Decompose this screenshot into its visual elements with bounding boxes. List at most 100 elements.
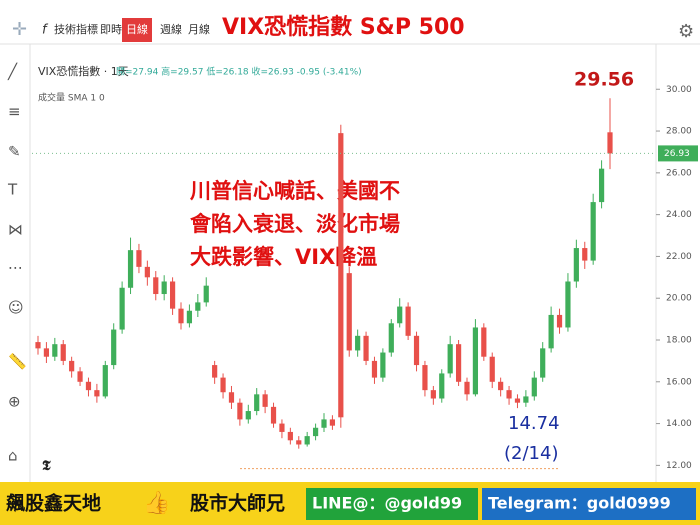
- low-note: 14.74: [508, 413, 560, 434]
- candle-body: [228, 392, 235, 403]
- candle-body: [220, 377, 226, 393]
- candle-body: [556, 314, 563, 328]
- volume-legend: 成交量 SMA 1 0: [38, 92, 105, 104]
- candle-body: [498, 381, 504, 391]
- y-tick-label: 14.00: [666, 419, 692, 429]
- candle-body: [413, 335, 420, 366]
- tool-icon[interactable]: ⋯: [8, 259, 23, 277]
- candle-body: [573, 248, 579, 282]
- candle-body: [598, 168, 605, 203]
- symbol-legend: VIX恐慌指數 · 1天: [38, 64, 129, 78]
- candle-body: [455, 344, 462, 382]
- candle-body: [52, 344, 58, 357]
- high-note: 29.56: [574, 69, 634, 91]
- tool-icon[interactable]: ⌂: [8, 447, 18, 465]
- tool-icon[interactable]: ✎: [8, 143, 21, 161]
- banner-line[interactable]: LINE@：@gold99: [312, 494, 462, 513]
- candle-body: [127, 250, 134, 288]
- candle-body: [161, 281, 167, 295]
- candle-body: [565, 281, 571, 328]
- candle-body: [296, 440, 302, 445]
- candle-body: [245, 411, 251, 420]
- banner-brand: 飆股鑫天地: [6, 492, 101, 515]
- toolbar-item[interactable]: 週線: [160, 22, 182, 36]
- candle-body: [254, 394, 260, 412]
- candle-body: [321, 419, 327, 428]
- toolbar-item[interactable]: 技術指標: [54, 22, 98, 36]
- toolbar-item[interactable]: 日線: [126, 22, 148, 36]
- candle-body: [35, 342, 41, 349]
- tool-icon[interactable]: 📏: [8, 353, 27, 371]
- candle-body: [136, 250, 142, 267]
- candle-body: [186, 310, 193, 324]
- line-box: [306, 488, 478, 520]
- banner-teacher: 股市大師兄: [190, 492, 285, 515]
- candle-body: [85, 381, 92, 391]
- banner-telegram[interactable]: Telegram：gold0999: [488, 494, 671, 513]
- candle-body: [582, 248, 588, 261]
- candle-body: [77, 371, 83, 382]
- candle-body: [355, 335, 361, 351]
- tool-icon[interactable]: ≡: [8, 103, 21, 121]
- y-tick-label: 28.00: [666, 127, 692, 137]
- y-tick-label: 26.00: [666, 168, 692, 178]
- candle-body: [514, 398, 521, 403]
- candle-body: [430, 390, 436, 399]
- candle-body: [69, 360, 75, 372]
- y-tick-label: 16.00: [666, 377, 692, 387]
- toolbar-item[interactable]: 月線: [188, 22, 210, 36]
- candle-body: [203, 285, 209, 303]
- candle-body: [270, 406, 277, 424]
- candle-body: [472, 327, 479, 395]
- candle-body: [304, 436, 310, 445]
- tool-icon[interactable]: T: [7, 181, 18, 199]
- candle-body: [262, 394, 268, 407]
- last-price-label: 26.93: [664, 149, 690, 159]
- candle-body: [371, 360, 378, 378]
- candle-body: [329, 419, 336, 426]
- candle-body: [212, 365, 218, 378]
- tool-icon[interactable]: ╱: [7, 63, 18, 81]
- y-tick-label: 22.00: [666, 252, 692, 262]
- candle-body: [338, 133, 344, 418]
- toolbar-item[interactable]: 即時: [100, 23, 122, 36]
- tv-logo: 𝕿: [42, 458, 51, 474]
- candle-body: [506, 390, 512, 399]
- crosshair-icon[interactable]: ✛: [12, 19, 27, 40]
- annotation: 會陷入衰退、淡化市場: [190, 212, 400, 236]
- y-tick-label: 18.00: [666, 336, 692, 346]
- candle-body: [144, 266, 150, 278]
- candle-body: [94, 390, 100, 397]
- candle-body: [531, 377, 537, 397]
- candle-body: [548, 314, 554, 349]
- candle-body: [397, 306, 403, 324]
- candle-body: [279, 423, 285, 432]
- candle-body: [405, 306, 411, 336]
- fx-icon[interactable]: f: [42, 23, 49, 38]
- candle-body: [195, 302, 201, 311]
- candle-body: [439, 373, 445, 399]
- tool-icon[interactable]: ⊕: [8, 393, 21, 411]
- candle-body: [102, 365, 108, 397]
- candle-body: [178, 308, 184, 324]
- last-price-tag: [658, 145, 698, 162]
- tool-icon[interactable]: ⋈: [8, 221, 23, 239]
- candle-body: [119, 287, 125, 330]
- candle-body: [481, 327, 487, 357]
- settings-icon[interactable]: ⚙: [678, 21, 694, 42]
- y-tick-label: 24.00: [666, 210, 692, 220]
- candle-body: [237, 402, 243, 420]
- candle-body: [43, 348, 50, 357]
- candle-body: [447, 344, 453, 374]
- candle-body: [169, 281, 176, 309]
- tool-icon[interactable]: ☺: [8, 299, 24, 317]
- candle-body: [60, 344, 66, 361]
- candle-body: [380, 352, 386, 378]
- candle-body: [523, 396, 529, 403]
- ohlc-legend: 開=27.94 高=29.57 低=26.18 收=26.93 -0.95 (-…: [116, 66, 362, 78]
- candle-body: [464, 381, 470, 395]
- thumb-icon: 👍: [143, 490, 170, 516]
- candle-body: [363, 335, 369, 361]
